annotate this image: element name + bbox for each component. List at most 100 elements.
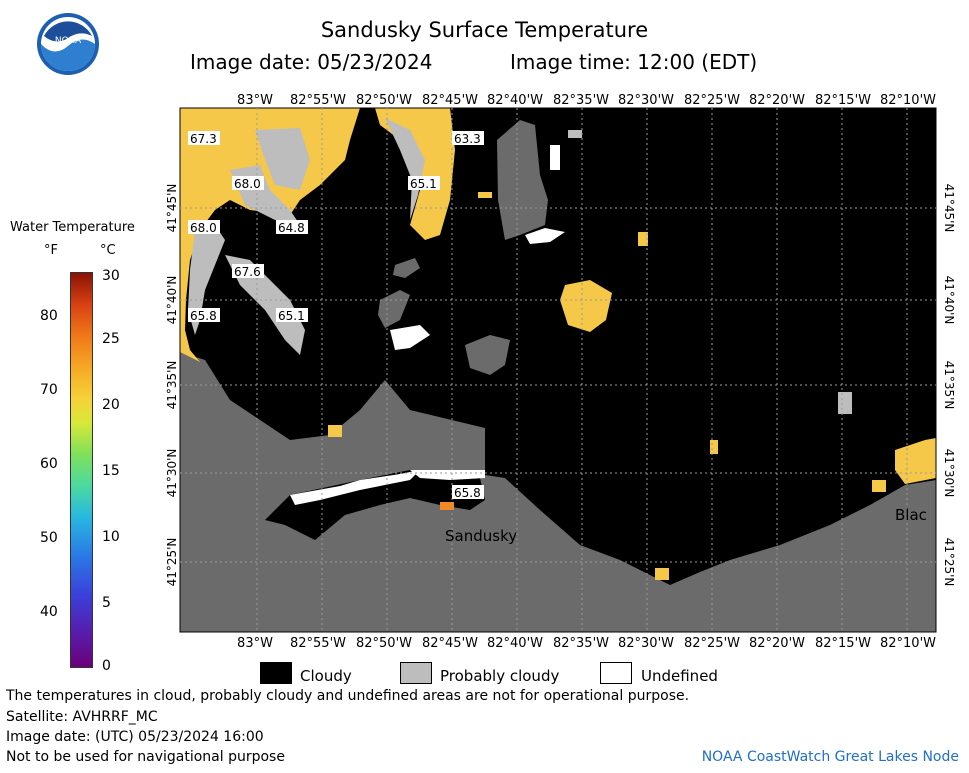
lon-label-top: 82°45'W (422, 93, 478, 108)
probably-cloudy-label: Probably cloudy (440, 667, 560, 685)
f-tick: 40 (40, 604, 58, 620)
lat-label-left: 41°25'N (165, 538, 179, 587)
place-label-sandusky: Sandusky (445, 527, 517, 545)
lat-label-right: 41°30'N (942, 449, 956, 498)
probably-cloudy-patch (838, 392, 852, 414)
lon-label-top: 82°35'W (553, 93, 609, 108)
note-utc-date: Image date: (UTC) 05/23/2024 16:00 (6, 729, 264, 745)
temp-label: 65.1 (410, 177, 437, 191)
lon-label-bottom: 83°W (237, 636, 273, 651)
legend-title: Water Temperature (10, 220, 135, 235)
c-tick: 10 (102, 529, 120, 545)
lat-label-right: 41°40'N (942, 276, 956, 325)
map-panel (179, 107, 937, 633)
graticule (180, 108, 936, 632)
c-tick: 5 (102, 595, 111, 611)
lon-label-top: 82°40'W (487, 93, 543, 108)
unit-fahrenheit: °F (44, 243, 58, 258)
warm-water-patch (638, 232, 648, 246)
warm-water-patch (710, 440, 718, 454)
probably-cloudy-patch (568, 130, 582, 138)
lon-label-bottom: 82°35'W (553, 636, 609, 651)
probably-cloudy-region (385, 118, 425, 220)
undefined-patch (550, 145, 560, 170)
note-navigation: Not to be used for navigational purpose (6, 749, 285, 765)
lon-label-bottom: 82°45'W (422, 636, 478, 651)
image-date: Image date: 05/23/2024 (190, 50, 433, 74)
place-label-black-river: Blac (895, 506, 927, 524)
lat-label-left: 41°30'N (165, 449, 179, 498)
lon-label-top: 82°30'W (618, 93, 674, 108)
probably-cloudy-swatch (400, 662, 432, 684)
place-labels: Sandusky Blac (445, 506, 927, 545)
lon-label-bottom: 82°40'W (487, 636, 543, 651)
cloudy-swatch (260, 662, 292, 684)
probably-cloudy-island (465, 335, 510, 375)
lon-label-top: 82°20'W (749, 93, 805, 108)
warm-water-patch (440, 502, 454, 510)
lat-label-right: 41°35'N (942, 361, 956, 410)
probably-cloudy-island (497, 120, 548, 240)
lon-label-top: 82°25'W (684, 93, 740, 108)
c-tick: 0 (102, 658, 111, 674)
undefined-patch (525, 228, 565, 244)
lat-label-right: 41°45'N (942, 184, 956, 233)
image-time: Image time: 12:00 (EDT) (510, 50, 758, 74)
temp-label: 67.3 (190, 132, 217, 146)
f-tick: 60 (40, 456, 58, 472)
probably-cloudy-region (225, 255, 305, 355)
temp-labels: 67.3 68.0 65.1 63.3 64.8 68.0 67.6 65.8 … (188, 131, 484, 500)
lon-label-bottom: 82°20'W (749, 636, 805, 651)
land-south-shore (180, 352, 936, 632)
lon-label-top: 82°15'W (815, 93, 871, 108)
undefined-swatch (600, 662, 632, 684)
temp-label: 67.6 (234, 265, 261, 279)
probably-cloudy-region (188, 225, 225, 335)
lon-labels: 83°W 82°55'W 82°50'W 82°45'W 82°40'W 82°… (237, 93, 936, 651)
c-tick: 20 (102, 397, 120, 413)
page-title: Sandusky Surface Temperature (320, 18, 649, 42)
c-tick: 25 (102, 331, 120, 347)
lon-label-bottom: 82°50'W (356, 636, 412, 651)
probably-cloudy-region (255, 128, 310, 190)
temp-label: 65.8 (190, 309, 217, 323)
temp-label: 68.0 (190, 221, 217, 235)
sandusky-bay (265, 470, 485, 540)
lon-label-bottom: 82°10'W (880, 636, 936, 651)
lon-label-top: 83°W (237, 93, 273, 108)
c-tick: 15 (102, 463, 120, 479)
temp-label: 65.8 (454, 486, 481, 500)
f-tick: 80 (40, 308, 58, 324)
temp-label: 68.0 (234, 177, 261, 191)
lon-label-bottom: 82°15'W (815, 636, 871, 651)
lon-label-bottom: 82°30'W (618, 636, 674, 651)
warm-water-region (180, 108, 360, 362)
temp-label: 65.1 (278, 309, 305, 323)
temperature-colorbar (70, 272, 93, 668)
note-disclaimer: The temperatures in cloud, probably clou… (6, 688, 690, 704)
lat-label-left: 41°45'N (165, 184, 179, 233)
probably-cloudy-island (393, 258, 420, 278)
lon-label-top: 82°50'W (356, 93, 412, 108)
credit: NOAA CoastWatch Great Lakes Node (701, 749, 959, 765)
lat-label-left: 41°35'N (165, 361, 179, 410)
noaa-logo: NOAA (36, 12, 100, 76)
lon-label-bottom: 82°25'W (684, 636, 740, 651)
svg-text:NOAA: NOAA (55, 36, 82, 46)
warm-water-patch (872, 480, 886, 492)
warm-water-patch (328, 425, 342, 437)
warm-water-region (375, 108, 455, 240)
lon-label-top: 82°55'W (290, 93, 346, 108)
lon-label-bottom: 82°55'W (290, 636, 346, 651)
lat-labels: 41°45'N 41°40'N 41°35'N 41°30'N 41°25'N … (165, 184, 956, 587)
temp-label: 63.3 (454, 132, 481, 146)
warm-water-patch (655, 568, 669, 580)
note-satellite: Satellite: AVHRRF_MC (6, 709, 158, 725)
undefined-label: Undefined (641, 667, 718, 685)
lat-label-right: 41°25'N (942, 538, 956, 587)
map-border (179, 107, 937, 633)
lat-label-left: 41°40'N (165, 276, 179, 325)
f-tick: 70 (40, 382, 58, 398)
unit-celsius: °C (100, 243, 116, 258)
